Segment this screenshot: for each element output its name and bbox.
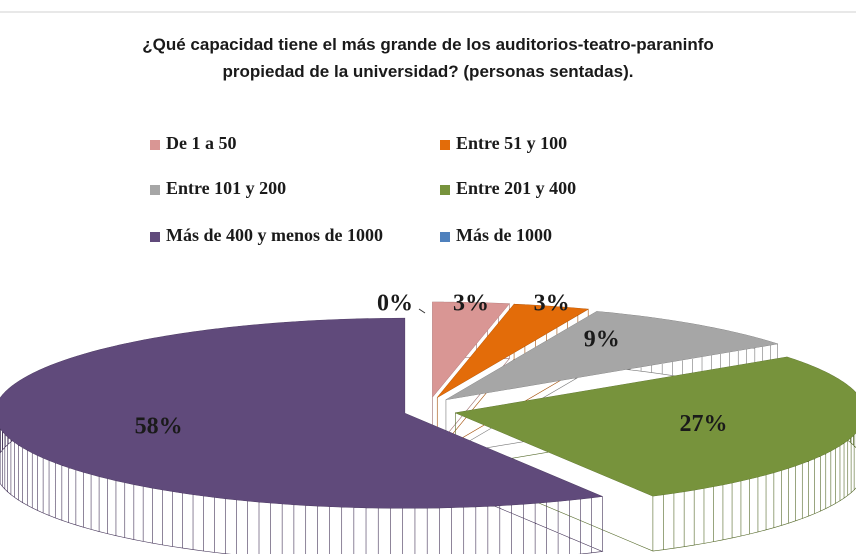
data-label: 3% xyxy=(534,291,570,317)
legend-label: Entre 101 y 200 xyxy=(166,178,286,198)
slice xyxy=(437,304,589,398)
chart-title: ¿Qué capacidad tiene el más grande de lo… xyxy=(142,35,714,54)
legend-label: Más de 1000 xyxy=(456,225,552,245)
leader-line xyxy=(418,308,426,314)
legend-label: De 1 a 50 xyxy=(166,133,237,153)
slice xyxy=(445,311,778,400)
data-label: 58% xyxy=(135,413,183,439)
pie xyxy=(0,301,856,554)
legend-label: Entre 51 y 100 xyxy=(456,133,567,153)
data-label: 0% xyxy=(377,291,413,317)
legend-swatch xyxy=(440,185,450,195)
data-label: 3% xyxy=(453,291,489,317)
legend-swatch xyxy=(440,232,450,242)
slice xyxy=(0,318,603,509)
slice xyxy=(432,302,510,398)
legend-label: Entre 201 y 400 xyxy=(456,178,576,198)
slice xyxy=(455,356,856,497)
data-label: 27% xyxy=(679,411,727,437)
data-label: 9% xyxy=(584,327,620,353)
legend-swatch xyxy=(150,232,160,242)
legend-swatch xyxy=(150,140,160,150)
legend-swatch xyxy=(150,185,160,195)
legend-label: Más de 400 y menos de 1000 xyxy=(166,225,383,245)
chart-title: propiedad de la universidad? (personas s… xyxy=(223,62,634,81)
legend-swatch xyxy=(440,140,450,150)
